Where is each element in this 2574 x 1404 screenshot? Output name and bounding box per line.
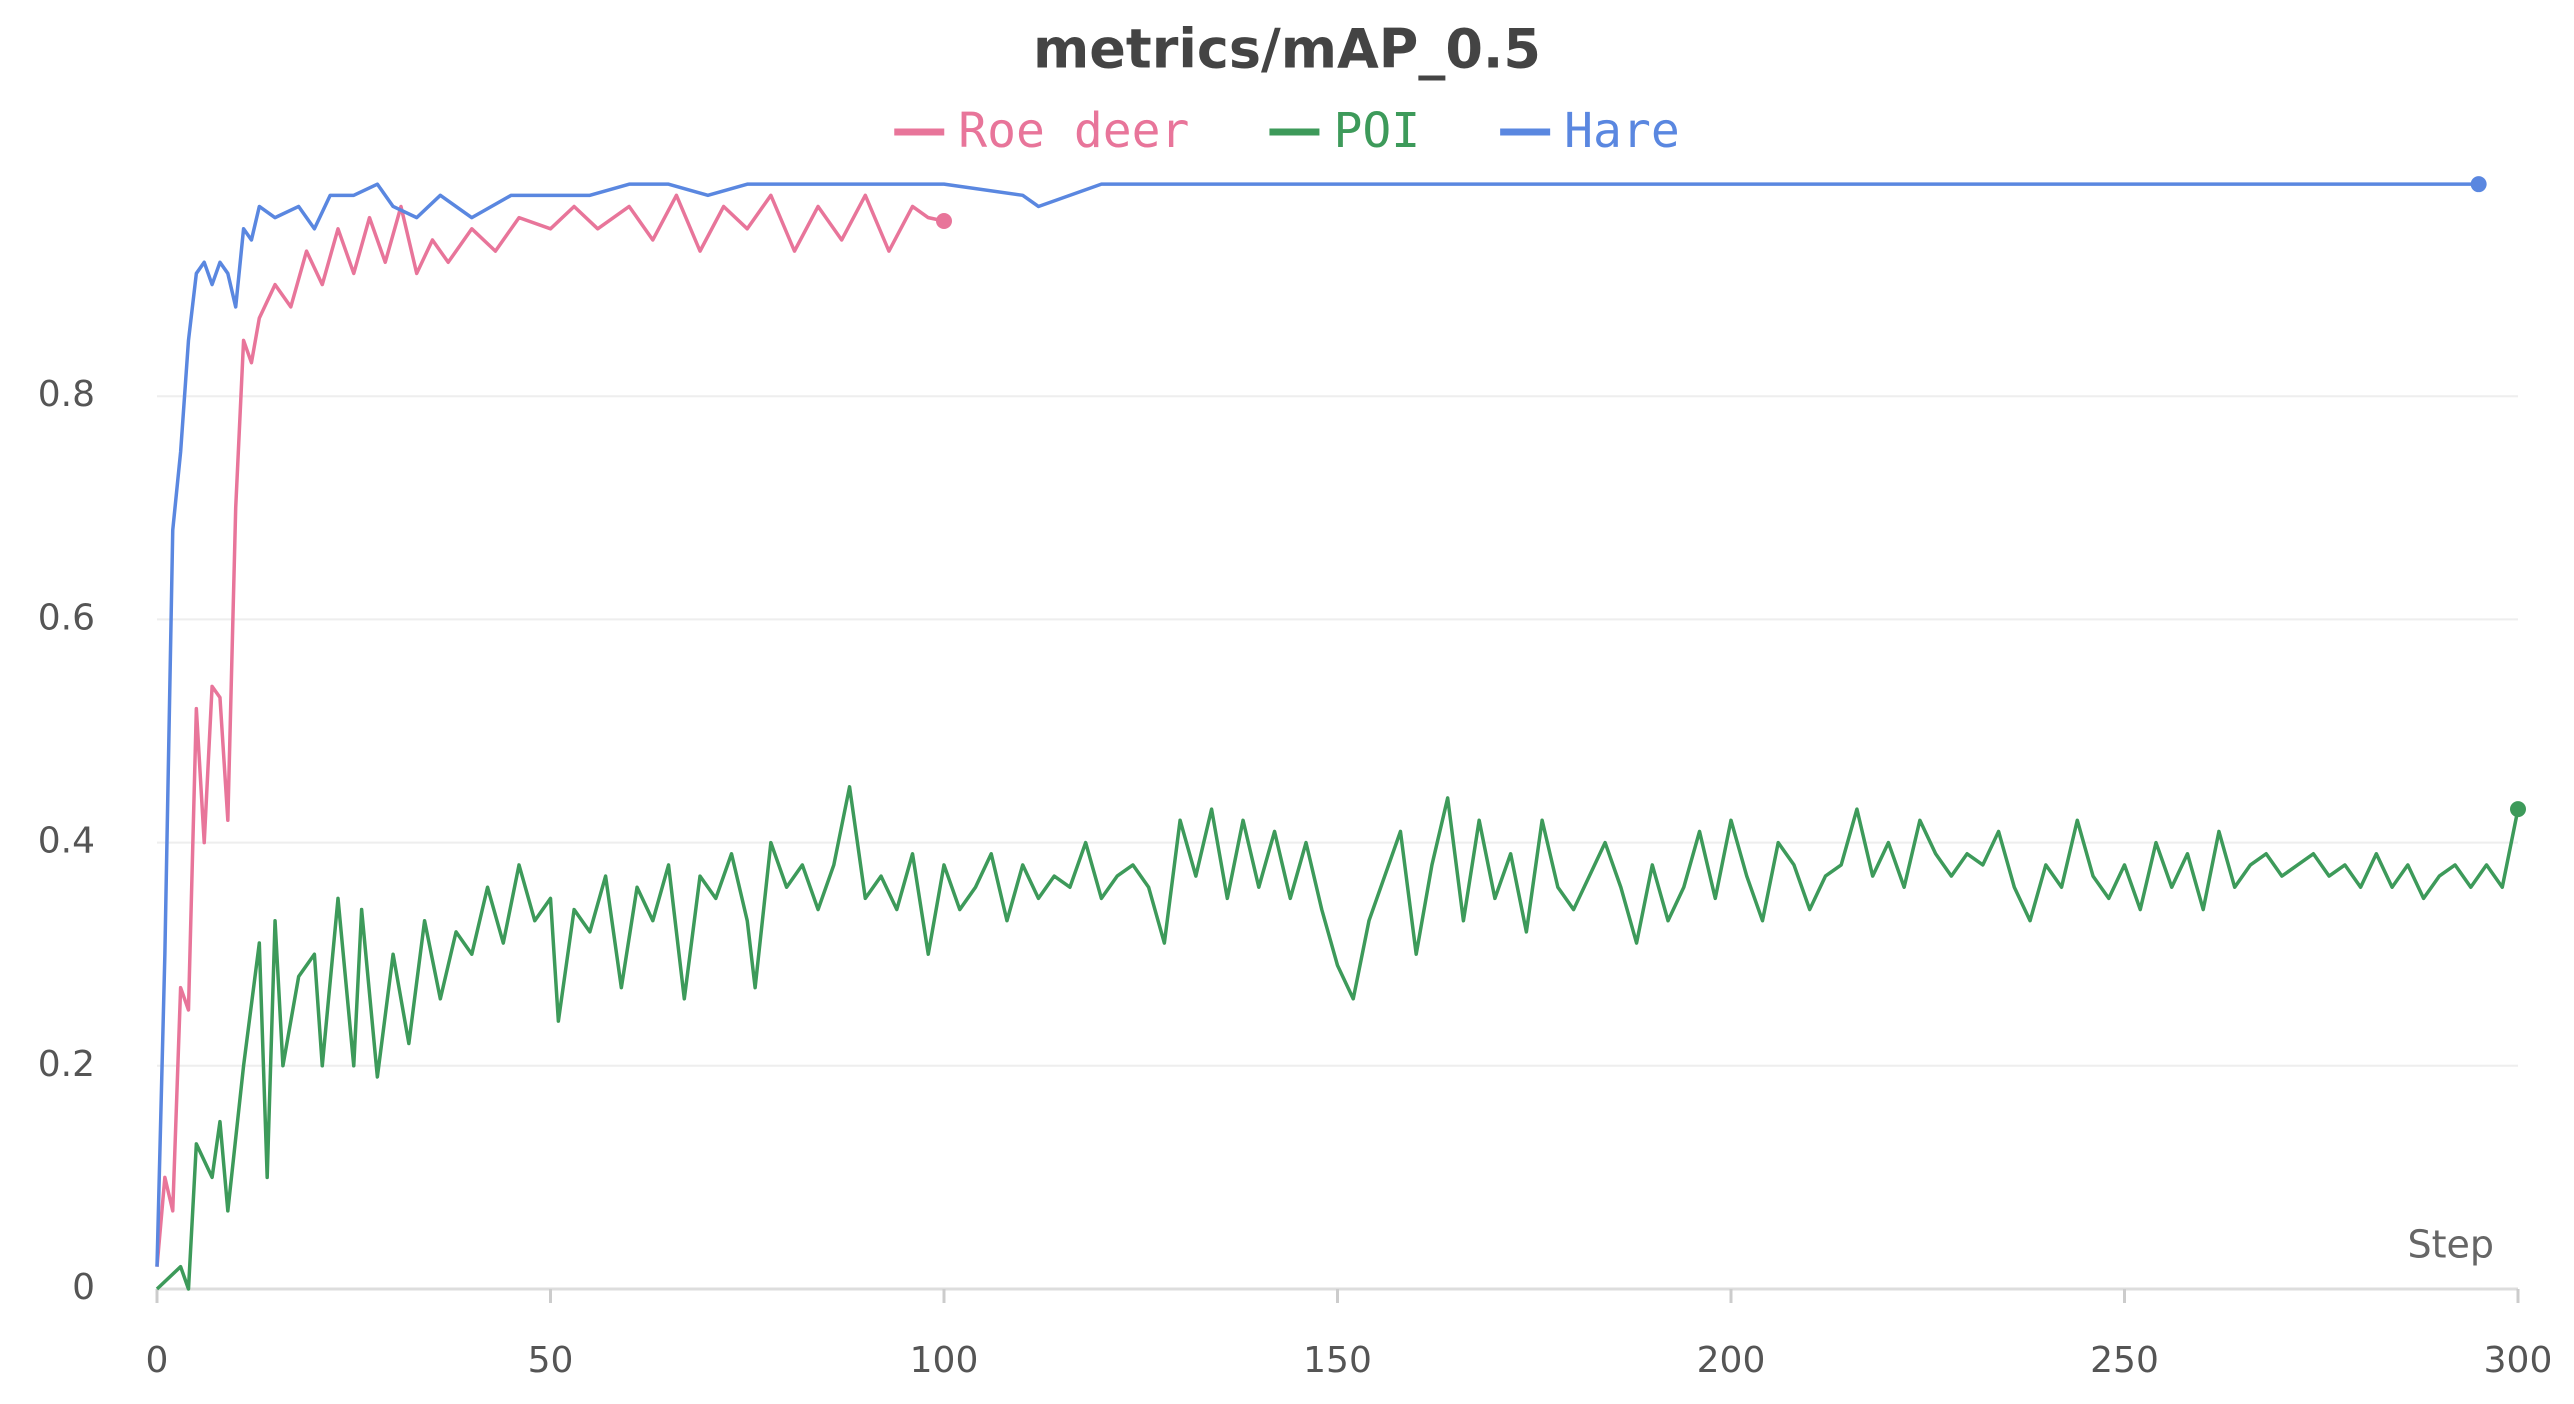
end-point — [2510, 801, 2526, 818]
legend: Roe deer POI Hare — [894, 103, 1680, 159]
legend-label: Roe deer — [958, 103, 1189, 159]
x-tick-label: 200 — [1697, 1340, 1766, 1381]
series-line — [155, 193, 945, 1267]
x-tick-label: 150 — [1303, 1340, 1372, 1381]
y-tick-label: 0.6 — [38, 597, 95, 638]
series-line — [155, 785, 2520, 1291]
y-tick-label: 0.2 — [38, 1044, 95, 1085]
x-tick-label: 50 — [528, 1340, 574, 1381]
legend-label: POI — [1333, 103, 1420, 159]
series-line — [155, 182, 2479, 1267]
end-point — [2470, 176, 2487, 193]
x-tick-label: 0 — [146, 1340, 169, 1381]
y-tick-label: 0 — [72, 1267, 95, 1308]
chart-title: metrics/mAP_0.5 — [1033, 18, 1541, 81]
x-tick-label: 250 — [2090, 1340, 2159, 1381]
x-tick-label: 300 — [2484, 1340, 2553, 1381]
legend-label: Hare — [1564, 103, 1680, 159]
x-tick-label: 100 — [910, 1340, 979, 1381]
x-axis-label: Step — [2407, 1223, 2494, 1267]
y-tick-label: 0.4 — [38, 821, 95, 862]
end-point — [936, 212, 952, 229]
y-tick-label: 0.8 — [38, 374, 95, 415]
